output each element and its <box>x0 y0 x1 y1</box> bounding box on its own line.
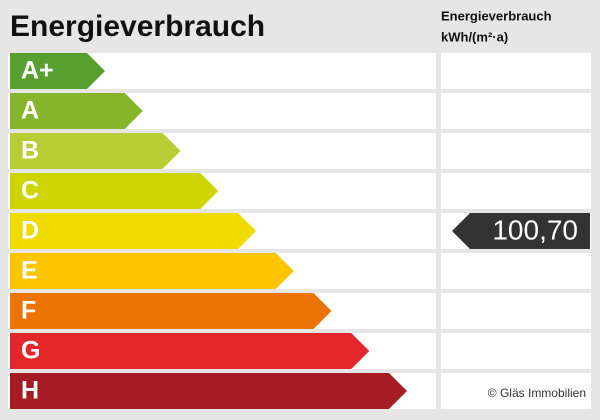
value-text: 100,70 <box>492 214 578 245</box>
class-label: G <box>21 337 40 365</box>
class-arrow <box>10 373 407 409</box>
copyright: © Gläs Immobilien <box>488 386 586 400</box>
value-indicator <box>452 213 590 249</box>
class-label: A+ <box>21 57 54 85</box>
value-cell <box>441 53 591 89</box>
class-arrow <box>10 333 370 369</box>
class-label: D <box>21 217 39 245</box>
value-cell <box>441 373 591 409</box>
class-label: F <box>21 297 36 325</box>
class-arrow <box>10 213 256 249</box>
value-cell <box>441 293 591 329</box>
class-arrow <box>10 173 219 209</box>
value-cell <box>441 173 591 209</box>
class-label: E <box>21 257 38 285</box>
value-cell <box>441 133 591 169</box>
class-label: H <box>21 377 39 405</box>
class-arrow <box>10 293 332 329</box>
class-arrow <box>10 53 105 89</box>
column-header: Energieverbrauch <box>441 8 552 23</box>
value-cell <box>441 93 591 129</box>
class-arrow <box>10 133 181 169</box>
class-arrow <box>10 93 143 129</box>
title: Energieverbrauch <box>10 10 265 43</box>
value-cell <box>441 333 591 369</box>
value-cell <box>441 253 591 289</box>
class-arrow <box>10 253 294 289</box>
column-header-unit: kWh/(m²·a) <box>441 29 508 44</box>
class-label: C <box>21 177 39 205</box>
class-label: A <box>21 97 39 125</box>
class-label: B <box>21 137 39 165</box>
